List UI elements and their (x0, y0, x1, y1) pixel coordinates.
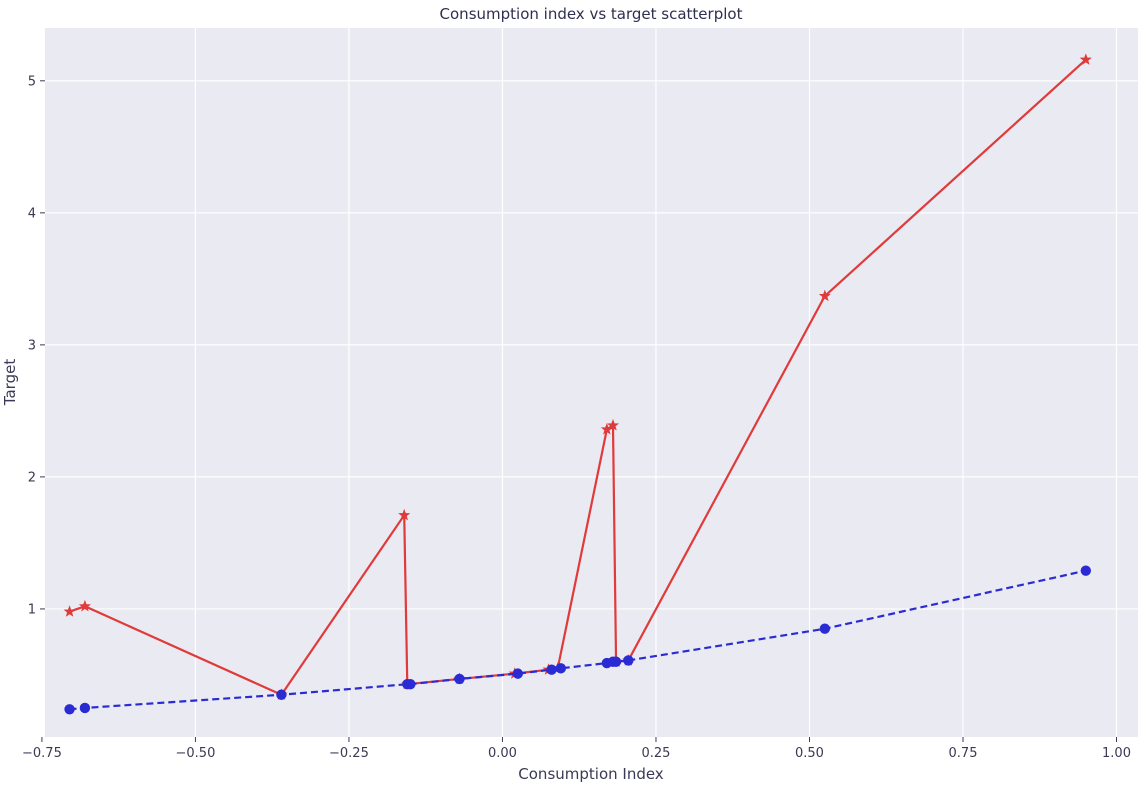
x-axis-label: Consumption Index (518, 765, 664, 783)
circle-marker (623, 655, 634, 666)
chart-title: Consumption index vs target scatterplot (440, 5, 743, 23)
y-tick-label: 3 (28, 338, 36, 353)
x-tick-label: −0.50 (176, 746, 216, 761)
circle-marker (454, 673, 465, 685)
y-tick-label: 5 (28, 74, 36, 89)
circle-marker (610, 656, 622, 667)
circle-marker (405, 678, 416, 690)
x-tick-label: 0.50 (795, 746, 824, 761)
y-tick-label: 4 (28, 206, 36, 221)
x-tick-label: 0.25 (641, 746, 670, 761)
circle-marker (1080, 565, 1092, 576)
plot-area (45, 28, 1138, 737)
y-tick-label: 1 (28, 602, 36, 617)
star-marker (63, 605, 76, 617)
star-marker (1079, 53, 1092, 65)
x-tick-label: 0.00 (488, 746, 517, 761)
x-tick-label: 0.75 (949, 746, 978, 761)
star-marker (818, 289, 831, 302)
circle-marker (79, 702, 91, 714)
x-tick-label: −0.75 (22, 746, 62, 761)
series-layer (63, 53, 1092, 715)
circle-marker (819, 623, 831, 634)
circle-marker (64, 704, 75, 715)
x-tick-label: −0.25 (329, 746, 369, 761)
circle-marker (512, 668, 524, 679)
x-tick-label: 1.00 (1102, 746, 1131, 761)
circle-marker (555, 663, 566, 674)
series-1 (64, 565, 1092, 715)
grid-lines (41, 28, 1138, 737)
y-tick-label: 2 (28, 470, 36, 485)
y-axis-label: Target (1, 359, 19, 407)
circle-marker (276, 689, 287, 700)
star-marker (78, 599, 91, 612)
star-marker (606, 419, 620, 431)
circle-marker (546, 664, 557, 675)
star-marker (398, 508, 411, 521)
axis-ticks: −0.75 −0.50 −0.25 0.00 0.25 0.50 0.75 1.00 1 2 3 4 5 (22, 74, 1131, 761)
